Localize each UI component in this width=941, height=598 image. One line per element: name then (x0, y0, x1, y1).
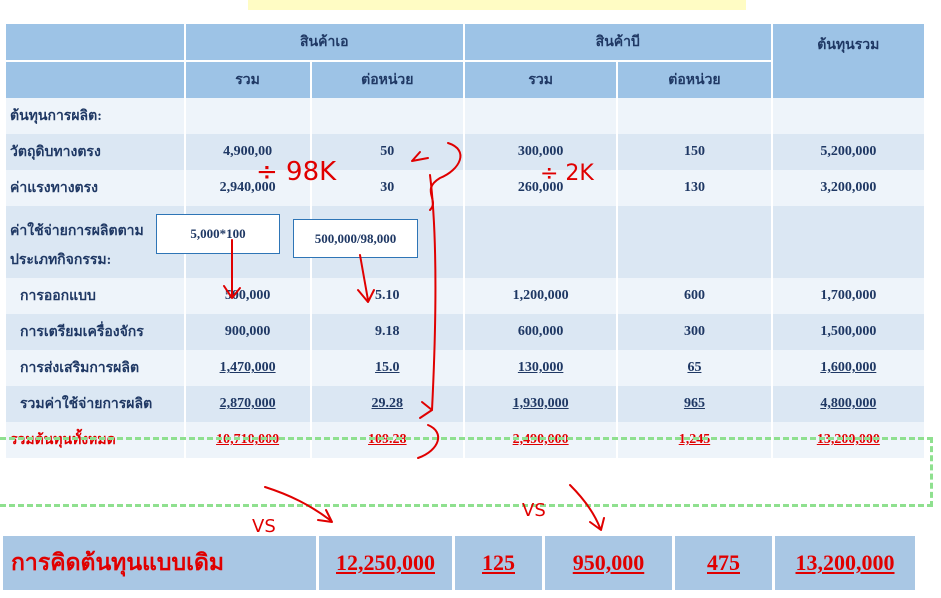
cell-a-unit: 50 (311, 134, 463, 170)
cell-b-total: 260,000 (464, 170, 617, 206)
table-row: วัตถุดิบทางตรง 4,900,00 50 300,000 150 5… (6, 134, 924, 170)
cell-a-unit: 109.28 (311, 422, 463, 458)
cell-a-unit: 9.18 (311, 314, 463, 350)
traditional-a-unit: 125 (455, 536, 542, 590)
cell-b-unit: 300 (618, 314, 771, 350)
cell-a-unit: 30 (311, 170, 463, 206)
row-label: วัตถุดิบทางตรง (6, 134, 184, 170)
cell-a-total: 2,870,000 (185, 386, 310, 422)
header-row-1: สินค้าเอ สินค้าบี ต้นทุนรวม (6, 24, 924, 98)
calc-box-a-total: 5,000*100 (156, 214, 280, 254)
header-product-a: สินค้าเอ (185, 24, 463, 60)
traditional-a-total: 12,250,000 (319, 536, 452, 590)
cell-a-total: 10,710,000 (185, 422, 310, 458)
cell-b-total: 600,000 (464, 314, 617, 350)
cost-table: สินค้าเอ สินค้าบี ต้นทุนรวม รวม ต่อหน่วย… (4, 24, 926, 458)
cell-a-total: 500,000 (185, 278, 310, 314)
cell-b-total: 1,200,000 (464, 278, 617, 314)
header-a-total: รวม (185, 60, 310, 98)
cell-total: 3,200,000 (772, 170, 924, 206)
traditional-b-unit: 475 (675, 536, 772, 590)
cell-a-total: 2,940,000 (185, 170, 310, 206)
row-label: การเตรียมเครื่องจักร (6, 314, 184, 350)
cell-a-total: 4,900,00 (185, 134, 310, 170)
traditional-b-total: 950,000 (545, 536, 672, 590)
header-total-cost: ต้นทุนรวม (772, 24, 924, 98)
header-product-b: สินค้าบี (464, 24, 771, 60)
header-a-unit: ต่อหน่วย (311, 60, 463, 98)
traditional-total: 13,200,000 (775, 536, 915, 590)
row-label: รวมต้นทุนทั้งหมด (6, 422, 184, 458)
cell-total: 13,200,000 (772, 422, 924, 458)
header-b-total: รวม (464, 60, 617, 98)
table-row: การเตรียมเครื่องจักร 900,000 9.18 600,00… (6, 314, 924, 350)
grand-total-row: รวมต้นทุนทั้งหมด 10,710,000 109.28 2,490… (6, 422, 924, 458)
cell-b-unit: 965 (618, 386, 771, 422)
header-blank-2 (6, 60, 184, 98)
cell-total: 1,500,000 (772, 314, 924, 350)
row-label: ต้นทุนการผลิต: (6, 98, 184, 134)
header-blank (6, 24, 184, 60)
calc-box-a-unit: 500,000/98,000 (293, 219, 418, 258)
table-row: การออกแบบ 500,000 5.10 1,200,000 600 1,7… (6, 278, 924, 314)
cell-total: 1,600,000 (772, 350, 924, 386)
table-row: ค่าใช้จ่ายการผลิตตาม (6, 206, 924, 242)
cell-b-total: 1,930,000 (464, 386, 617, 422)
traditional-label: การคิดต้นทุนแบบเดิม (3, 536, 316, 590)
table-row: ค่าแรงทางตรง 2,940,000 30 260,000 130 3,… (6, 170, 924, 206)
cell-b-total: 2,490,000 (464, 422, 617, 458)
cell-b-unit: 130 (618, 170, 771, 206)
table-row: ต้นทุนการผลิต: (6, 98, 924, 134)
cell-a-total: 1,470,000 (185, 350, 310, 386)
cell-a-unit: 29.28 (311, 386, 463, 422)
cell-total: 1,700,000 (772, 278, 924, 314)
traditional-cost-row: การคิดต้นทุนแบบเดิม 12,250,000 125 950,0… (0, 536, 918, 590)
row-label: การออกแบบ (6, 278, 184, 314)
header-b-unit: ต่อหน่วย (618, 60, 771, 98)
table-row: การส่งเสริมการผลิต 1,470,000 15.0 130,00… (6, 350, 924, 386)
row-label: รวมค่าใช้จ่ายการผลิต (6, 386, 184, 422)
cell-b-unit: 150 (618, 134, 771, 170)
arrow-vs-1 (264, 486, 333, 523)
cell-total: 4,800,000 (772, 386, 924, 422)
vs-label-1: VS (252, 516, 276, 537)
row-label: ประเภทกิจกรรม: (6, 242, 184, 278)
vs-label-2: VS (522, 500, 546, 521)
cell-b-unit: 65 (618, 350, 771, 386)
cell-b-total: 130,000 (464, 350, 617, 386)
cell-b-total: 300,000 (464, 134, 617, 170)
header-row-2: รวม ต่อหน่วย รวม ต่อหน่วย (6, 60, 924, 98)
row-label: การส่งเสริมการผลิต (6, 350, 184, 386)
cell-a-unit: 15.0 (311, 350, 463, 386)
arrow-vs-2 (569, 484, 605, 531)
table-row: ประเภทกิจกรรม: (6, 242, 924, 278)
row-label: ค่าใช้จ่ายการผลิตตาม (6, 206, 184, 242)
cell-a-total: 900,000 (185, 314, 310, 350)
cell-total: 5,200,000 (772, 134, 924, 170)
cell-b-unit: 600 (618, 278, 771, 314)
title-bar (248, 0, 746, 10)
cell-a-unit: 5.10 (311, 278, 463, 314)
cell-b-unit: 1,245 (618, 422, 771, 458)
row-label: ค่าแรงทางตรง (6, 170, 184, 206)
table-row: รวมค่าใช้จ่ายการผลิต 2,870,000 29.28 1,9… (6, 386, 924, 422)
